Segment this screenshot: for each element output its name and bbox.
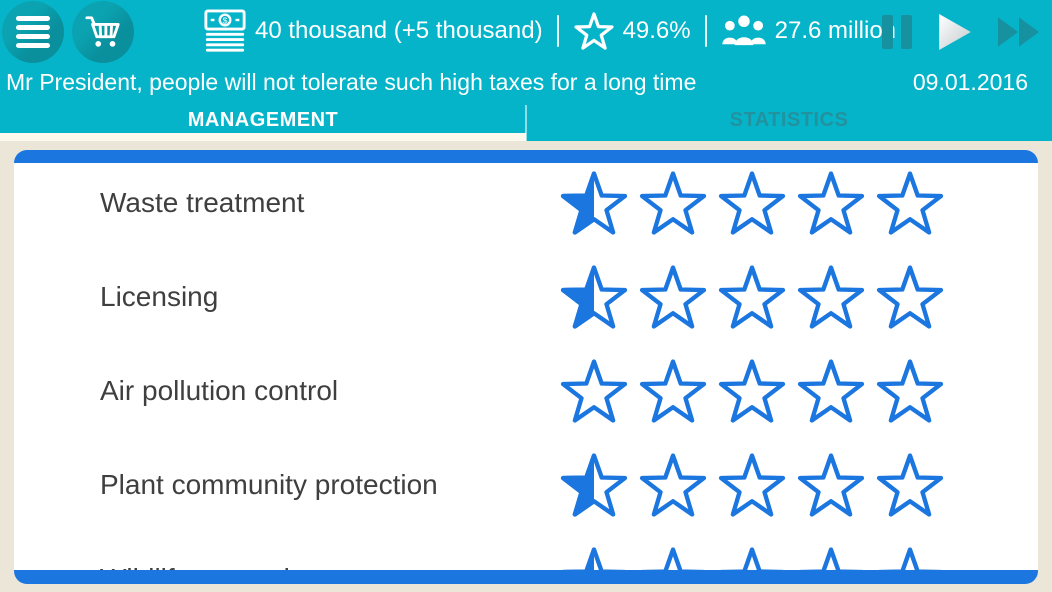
star-rating [559, 356, 945, 426]
star-empty-icon[interactable] [875, 450, 945, 520]
stat-separator [556, 15, 559, 47]
star-empty-icon[interactable] [559, 356, 629, 426]
treasury-value: 40 thousand (+5 thousand) [255, 17, 543, 44]
star-half-icon[interactable] [559, 168, 629, 238]
play-button[interactable] [938, 13, 972, 51]
shop-button[interactable] [72, 1, 134, 63]
cart-icon [85, 16, 120, 47]
menu-button[interactable] [2, 1, 64, 63]
policy-row[interactable]: Waste treatment [14, 156, 1038, 250]
tab-statistics[interactable]: STATISTICS [729, 109, 849, 131]
star-empty-icon[interactable] [638, 168, 708, 238]
top-bar: $ 40 thousand (+5 thousand) 49.6% [0, 0, 1052, 141]
star-half-icon[interactable] [559, 262, 629, 332]
policy-label: Waste treatment [100, 187, 305, 218]
star-half-fill [559, 450, 594, 520]
policy-label: Licensing [100, 281, 219, 312]
policy-list: Waste treatment Licensing Air pollution co… [14, 150, 1038, 584]
star-empty-icon[interactable] [875, 168, 945, 238]
tab-management[interactable]: MANAGEMENT [0, 100, 526, 141]
star-rating [559, 262, 945, 332]
stats-bar: $ 40 thousand (+5 thousand) 49.6% [203, 8, 896, 54]
policy-row[interactable]: Plant community protection [14, 438, 1038, 532]
fast-forward-button[interactable] [998, 17, 1040, 47]
advisor-message-row: Mr President, people will not tolerate s… [0, 64, 1052, 100]
time-controls [882, 12, 1040, 52]
panel-top-bar [14, 150, 1038, 163]
star-half-fill [559, 262, 594, 332]
star-empty-icon[interactable] [796, 450, 866, 520]
management-panel: Waste treatment Licensing Air pollution co… [14, 150, 1038, 584]
star-empty-icon[interactable] [875, 262, 945, 332]
star-empty-icon[interactable] [638, 262, 708, 332]
stat-separator [704, 15, 707, 47]
star-empty-icon[interactable] [717, 168, 787, 238]
star-rating [559, 450, 945, 520]
approval-stat[interactable]: 49.6% [573, 10, 691, 52]
pause-icon [882, 15, 912, 49]
star-empty-icon[interactable] [796, 262, 866, 332]
advisor-message: Mr President, people will not tolerate s… [6, 68, 697, 95]
policy-row[interactable]: Licensing [14, 250, 1038, 344]
star-empty-icon[interactable] [796, 356, 866, 426]
policy-row[interactable]: Air pollution control [14, 344, 1038, 438]
hamburger-icon [16, 16, 50, 48]
policy-label: Plant community protection [100, 469, 438, 500]
star-empty-icon[interactable] [638, 356, 708, 426]
game-date: 09.01.2016 [912, 68, 1028, 95]
play-icon [939, 14, 971, 50]
approval-value: 49.6% [622, 17, 691, 44]
pause-button[interactable] [882, 15, 912, 49]
fast-forward-icon [998, 17, 1039, 47]
star-empty-icon[interactable] [717, 356, 787, 426]
population-icon [721, 15, 766, 46]
tab-bar: MANAGEMENT STATISTICS [0, 100, 1052, 141]
population-value: 27.6 million [774, 17, 897, 44]
money-icon: $ [204, 9, 246, 52]
star-empty-icon[interactable] [875, 356, 945, 426]
policy-label: Air pollution control [100, 375, 339, 406]
star-half-fill [559, 168, 594, 238]
star-empty-icon[interactable] [796, 168, 866, 238]
star-rating [559, 168, 945, 238]
tab-divider [525, 105, 527, 141]
star-empty-icon[interactable] [717, 450, 787, 520]
treasury-stat[interactable]: $ 40 thousand (+5 thousand) [203, 9, 543, 53]
star-empty-icon[interactable] [638, 450, 708, 520]
svg-text:$: $ [223, 15, 228, 25]
panel-bottom-bar [14, 570, 1038, 584]
population-stat[interactable]: 27.6 million [721, 13, 896, 49]
star-half-icon[interactable] [559, 450, 629, 520]
approval-star-icon [574, 12, 614, 50]
star-empty-icon[interactable] [717, 262, 787, 332]
